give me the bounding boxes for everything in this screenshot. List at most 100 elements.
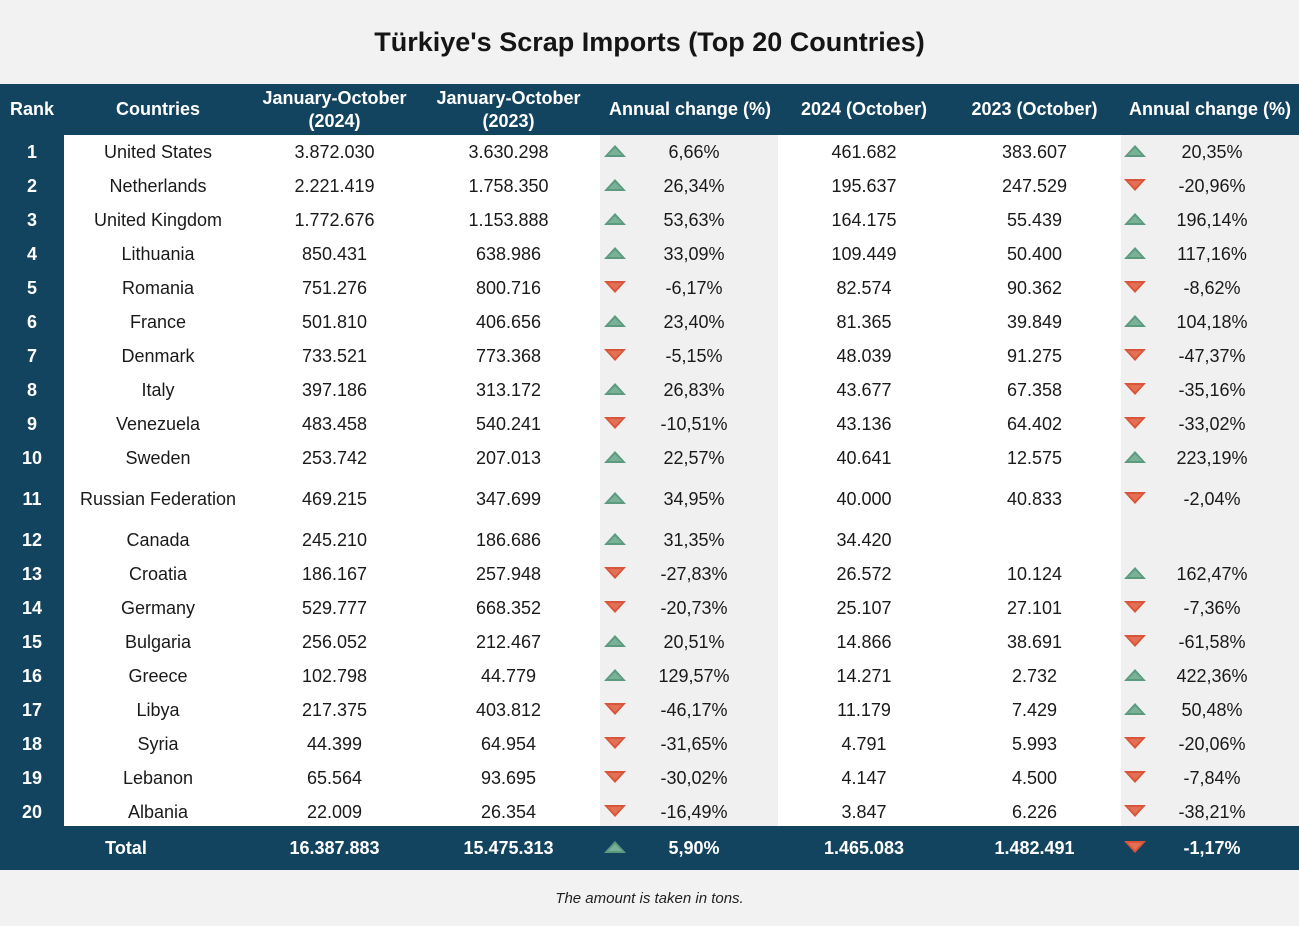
oct-2023-cell: 90.362	[1006, 277, 1063, 298]
ytd-2024-cell: 3.872.030	[294, 141, 375, 162]
down-arrow-icon	[604, 281, 626, 293]
total-ytd-2023: 15.475.313	[463, 837, 554, 858]
oct-2024-cell: 14.271	[836, 665, 892, 686]
rank-cell: 11	[22, 488, 42, 509]
oct-change-cell-value: 422,36%	[1176, 665, 1248, 686]
country-cell: Russian Federation	[79, 488, 237, 509]
down-arrow-icon	[1124, 349, 1146, 361]
up-arrow-icon	[604, 179, 626, 191]
ytd-change-cell-value: 34,95%	[663, 488, 725, 509]
country-cell: Italy	[141, 379, 175, 400]
ytd-2023-cell: 406.656	[475, 311, 542, 332]
down-arrow-icon	[604, 567, 626, 579]
ytd-2023-cell: 800.716	[475, 277, 542, 298]
down-arrow-icon	[604, 349, 626, 361]
oct-change-column-background	[1121, 135, 1299, 826]
table-row: 4 Lithuania 850.431 638.986 33,09% 109.449 50.…	[0, 237, 1299, 271]
oct-change-cell-value: -33,02%	[1178, 413, 1246, 434]
ytd-2023-cell: 93.695	[480, 767, 537, 788]
oct-2024-cell: 164.175	[831, 209, 897, 230]
oct-change-cell: 104,18%	[1124, 305, 1299, 339]
country-cell: Germany	[120, 597, 196, 618]
oct-2023-cell: 91.275	[1006, 345, 1063, 366]
rank-cell: 15	[21, 631, 43, 652]
ytd-2024-cell: 483.458	[301, 413, 368, 434]
imports-table: Rank Countries January-October (2024) Ja…	[0, 84, 1299, 870]
table-row: 1 United States 3.872.030 3.630.298 6,66% 461…	[0, 135, 1299, 169]
ytd-2023-cell: 313.172	[475, 379, 542, 400]
ytd-2023-cell: 403.812	[475, 699, 542, 720]
country-cell: United States	[103, 141, 213, 162]
oct-change-cell-value: -7,36%	[1183, 597, 1241, 618]
rank-cell: 14	[21, 597, 43, 618]
up-arrow-icon	[1124, 315, 1146, 327]
table-row: 5 Romania 751.276 800.716 -6,17% 82.574 90.362…	[0, 271, 1299, 305]
ytd-2023-cell: 668.352	[475, 597, 542, 618]
header-oct-2023: 2023 (October)	[971, 99, 1098, 119]
country-cell: Croatia	[128, 563, 188, 584]
ytd-2023-cell: 186.686	[475, 529, 542, 550]
oct-change-cell-value: 162,47%	[1176, 563, 1248, 584]
ytd-2024-cell: 751.276	[301, 277, 368, 298]
ytd-2023-cell: 773.368	[475, 345, 542, 366]
country-cell: Romania	[121, 277, 195, 298]
oct-2024-cell: 14.866	[836, 631, 892, 652]
oct-2023-cell: 55.439	[1006, 209, 1063, 230]
rank-cell: 9	[26, 413, 37, 434]
table-row: 17 Libya 217.375 403.812 -46,17% 11.179 7.429 5…	[0, 693, 1299, 727]
ytd-change-cell: 34,95%	[604, 475, 778, 523]
ytd-2023-cell: 44.779	[480, 665, 537, 686]
ytd-2023-cell: 540.241	[475, 413, 542, 434]
total-oct-change: -1,17%	[1124, 826, 1299, 870]
down-arrow-icon	[604, 601, 626, 613]
oct-2024-cell: 4.791	[841, 733, 887, 754]
ytd-change-cell: 26,83%	[604, 373, 778, 407]
table-row: 14 Germany 529.777 668.352 -20,73% 25.107 27.1…	[0, 591, 1299, 625]
oct-change-cell: -7,84%	[1124, 761, 1299, 795]
down-arrow-icon	[1124, 281, 1146, 293]
up-arrow-icon	[604, 145, 626, 157]
country-cell: Syria	[137, 733, 179, 754]
ytd-change-cell: 20,51%	[604, 625, 778, 659]
oct-change-cell: 20,35%	[1124, 135, 1299, 169]
up-arrow-icon	[604, 533, 626, 545]
rank-cell: 17	[21, 699, 43, 720]
total-label: Total	[105, 837, 147, 858]
oct-2023-cell: 67.358	[1006, 379, 1063, 400]
up-arrow-icon	[604, 451, 626, 463]
oct-change-cell-value: -2,04%	[1183, 488, 1241, 509]
oct-2023-cell: 4.500	[1011, 767, 1058, 788]
ytd-2024-cell: 253.742	[301, 447, 368, 468]
table-row: 13 Croatia 186.167 257.948 -27,83% 26.572 10.1…	[0, 557, 1299, 591]
ytd-change-cell: -31,65%	[604, 727, 778, 761]
up-arrow-icon	[604, 635, 626, 647]
oct-change-cell-value	[1152, 523, 1272, 557]
oct-2023-cell: 39.849	[1006, 311, 1063, 332]
ytd-2024-cell: 1.772.676	[294, 209, 375, 230]
oct-2023-cell: 40.833	[1006, 488, 1063, 509]
country-cell: Denmark	[121, 345, 195, 366]
rank-cell: 7	[26, 345, 37, 366]
ytd-change-cell: -16,49%	[604, 795, 778, 829]
oct-2024-cell: 43.677	[836, 379, 892, 400]
oct-change-cell: -20,96%	[1124, 169, 1299, 203]
oct-2024-cell: 4.147	[841, 767, 887, 788]
table-row: 12 Canada 245.210 186.686 31,35% 34.420	[0, 523, 1299, 557]
ytd-change-cell: -30,02%	[604, 761, 778, 795]
oct-2024-cell: 40.641	[836, 447, 892, 468]
ytd-change-cell-value: 31,35%	[663, 529, 725, 550]
ytd-2024-cell: 65.564	[306, 767, 363, 788]
table-row: 16 Greece 102.798 44.779 129,57% 14.271 2.732 4…	[0, 659, 1299, 693]
oct-2023-cell: 383.607	[1001, 141, 1068, 162]
total-oct-change-value: -1,17%	[1183, 837, 1241, 858]
down-arrow-icon	[604, 417, 626, 429]
ytd-change-column-background	[600, 135, 778, 826]
ytd-2023-cell: 26.354	[480, 801, 537, 822]
ytd-change-cell: 26,34%	[604, 169, 778, 203]
table-row: 2 Netherlands 2.221.419 1.758.350 26,34% 195.…	[0, 169, 1299, 203]
ytd-2024-cell: 44.399	[306, 733, 363, 754]
oct-2023-cell: 247.529	[1001, 175, 1068, 196]
ytd-change-cell: 53,63%	[604, 203, 778, 237]
ytd-2023-cell: 257.948	[475, 563, 542, 584]
ytd-change-cell-value: -27,83%	[660, 563, 728, 584]
